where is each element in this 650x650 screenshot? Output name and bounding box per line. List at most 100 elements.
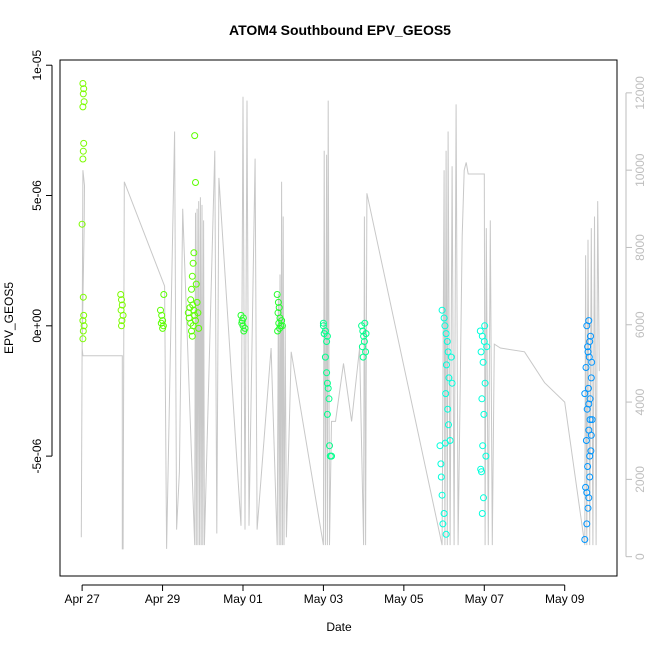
- data-point: [184, 309, 192, 317]
- data-point: [448, 379, 456, 387]
- data-point: [80, 139, 88, 147]
- altitude-line: [80, 96, 600, 550]
- data-point: [80, 311, 88, 319]
- data-point: [439, 520, 447, 528]
- x-tick-label: May 03: [304, 592, 344, 606]
- data-point: [361, 319, 369, 327]
- data-point: [319, 319, 327, 327]
- x-axis-label: Date: [326, 620, 352, 634]
- data-point: [273, 291, 281, 298]
- data-point: [581, 390, 589, 398]
- data-point: [437, 460, 445, 468]
- data-point: [188, 272, 196, 280]
- data-point: [440, 510, 448, 517]
- altitude-line-layer: [80, 96, 600, 550]
- data-point: [278, 317, 286, 325]
- data-point: [477, 465, 485, 473]
- data-point: [588, 358, 596, 366]
- data-point: [119, 311, 127, 319]
- data-point: [189, 259, 197, 267]
- data-point: [585, 317, 593, 325]
- data-point: [438, 491, 446, 499]
- data-point: [79, 335, 87, 343]
- data-point: [118, 301, 126, 309]
- data-point: [239, 314, 247, 322]
- data-point: [362, 330, 370, 338]
- data-point: [586, 452, 594, 460]
- data-point: [441, 322, 449, 330]
- data-point: [584, 384, 592, 392]
- y2-tick-label: 10000: [633, 153, 647, 187]
- data-point: [323, 338, 331, 345]
- data-point: [444, 405, 452, 413]
- data-point: [187, 319, 195, 327]
- data-points-layer: [78, 80, 596, 543]
- data-point: [78, 220, 86, 228]
- data-point: [444, 348, 452, 356]
- data-point: [79, 293, 87, 301]
- y2-axis: 0 2000 4000 6000 8000 10000 12000: [625, 76, 647, 560]
- data-point: [323, 379, 331, 387]
- data-point: [118, 317, 126, 325]
- data-point: [320, 330, 328, 338]
- data-point: [584, 463, 592, 470]
- data-point: [582, 437, 590, 444]
- data-point: [323, 410, 331, 418]
- x-tick-label: May 05: [384, 592, 424, 606]
- data-point: [478, 395, 486, 403]
- data-point: [117, 291, 125, 298]
- data-point: [447, 353, 455, 361]
- data-point: [587, 332, 594, 340]
- data-point: [587, 447, 595, 455]
- y2-tick-label: 2000: [633, 466, 647, 493]
- data-point: [79, 147, 87, 155]
- data-point: [436, 442, 444, 450]
- data-point: [480, 494, 487, 502]
- data-point: [445, 374, 453, 382]
- data-point: [588, 416, 596, 424]
- plot-frame: [59, 59, 618, 577]
- y2-tick-label: 4000: [633, 388, 647, 415]
- data-point: [581, 536, 589, 543]
- data-point: [323, 369, 331, 377]
- data-point: [483, 343, 491, 351]
- data-point: [278, 322, 286, 330]
- y-tick-label: -5e-06: [30, 438, 44, 473]
- data-point: [586, 473, 594, 481]
- data-point: [326, 442, 333, 450]
- data-point: [324, 384, 332, 392]
- data-point: [79, 103, 87, 111]
- data-point: [275, 304, 283, 312]
- y-tick-label: 5e-06: [30, 180, 44, 211]
- data-point: [586, 416, 594, 424]
- data-point: [194, 309, 202, 317]
- data-point: [480, 410, 488, 418]
- data-point: [583, 520, 591, 528]
- x-tick-label: May 09: [545, 592, 585, 606]
- data-point: [586, 338, 594, 345]
- x-tick-label: May 07: [465, 592, 505, 606]
- data-point: [118, 322, 125, 330]
- data-point: [582, 364, 590, 371]
- data-point: [477, 348, 485, 356]
- y2-tick-label: 6000: [633, 311, 647, 338]
- x-axis: Apr 27 Apr 29 May 01 May 03 May 05 May 07 May …: [64, 584, 585, 606]
- data-point: [582, 483, 590, 491]
- data-point: [584, 348, 592, 356]
- data-point: [358, 343, 366, 351]
- data-point: [446, 437, 454, 444]
- data-point: [118, 296, 125, 304]
- data-point: [587, 431, 595, 439]
- x-tick-label: Apr 27: [64, 592, 100, 606]
- data-point: [80, 85, 88, 93]
- x-tick-label: May 01: [223, 592, 263, 606]
- data-point: [274, 327, 282, 335]
- data-point: [159, 324, 167, 332]
- y-tick-label: 0e+00: [30, 309, 44, 343]
- y-axis-label: EPV_GEOS5: [2, 282, 16, 354]
- data-point: [195, 324, 203, 332]
- data-point: [479, 442, 487, 450]
- data-point: [437, 473, 445, 481]
- data-point: [587, 374, 595, 382]
- data-point: [193, 298, 201, 306]
